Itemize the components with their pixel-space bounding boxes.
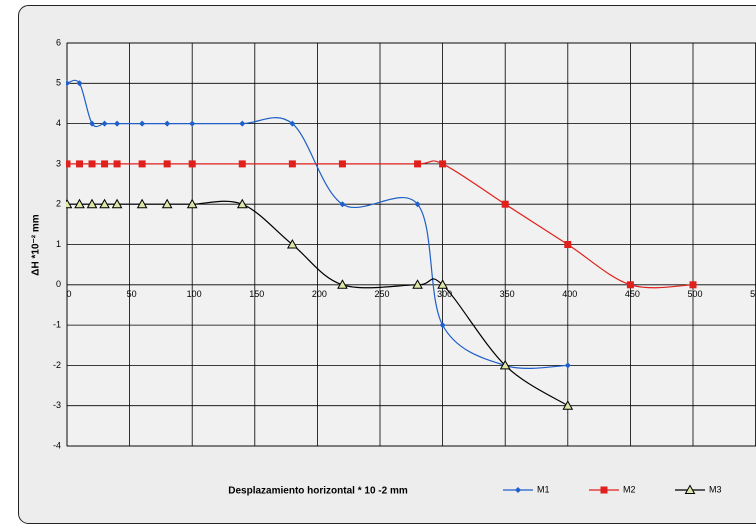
marker [414,201,421,208]
marker [562,400,574,410]
marker [287,238,298,249]
marker [88,160,96,168]
marker [437,279,448,289]
marker [101,160,109,168]
marker [626,281,634,289]
marker [66,198,73,209]
x-tick-label: 500 [687,289,702,299]
marker [113,160,121,168]
x-tick-label: 300 [437,289,452,299]
marker [339,201,346,208]
marker [236,198,248,209]
x-tick-label: 200 [312,289,327,299]
marker [412,279,423,289]
marker [138,160,146,168]
marker [139,120,146,127]
y-tick-label: 5 [56,78,61,88]
y-tick-label: 2 [56,199,61,209]
marker [161,198,173,209]
x-tick-label: 350 [500,289,515,299]
marker [76,80,83,87]
marker [111,198,123,209]
marker [439,160,447,168]
y-tick-label: -3 [53,400,61,410]
marker [564,362,571,369]
marker [189,120,196,127]
legend-label: M1 [537,484,550,494]
x-tick-label: 50 [127,289,137,299]
marker [86,198,98,209]
marker [66,80,70,87]
marker [99,198,110,209]
marker [76,160,84,168]
x-tick-label: 0 [66,289,71,299]
x-axis-label: Desplazamiento horizontal * 10 -2 mm [228,486,408,497]
y-tick-label: -2 [53,360,61,370]
marker [66,160,71,168]
y-tick-label: 3 [56,158,61,168]
marker [239,120,246,127]
x-tick-label: 400 [562,289,577,299]
marker [114,120,121,127]
marker [186,198,198,209]
marker [337,279,348,289]
y-tick-label: 4 [56,118,61,128]
y-tick-label: -4 [53,440,61,450]
marker [499,359,511,370]
marker [600,486,608,494]
y-tick-label: 0 [56,279,61,289]
y-tick-label: 1 [56,239,61,249]
marker [414,160,422,168]
marker [136,198,148,209]
marker [164,120,171,127]
x-tick-label: 450 [625,289,640,299]
marker [289,120,296,127]
marker [439,322,446,329]
y-tick-label: 6 [56,37,61,47]
marker [238,160,246,168]
marker [689,281,697,289]
y-axis-label: ΔH *10⁻² mm [31,214,42,275]
marker [684,484,696,494]
marker [163,160,171,168]
marker [74,198,85,209]
series-line [66,79,568,369]
x-tick-label: 250 [374,289,389,299]
marker [288,160,296,168]
legend-label: M3 [709,484,722,494]
x-tick-label: 100 [187,289,202,299]
marker [501,200,509,208]
marker [338,160,346,168]
y-tick-label: -1 [53,319,61,329]
marker [101,120,108,127]
marker [89,120,96,127]
marker [188,160,196,168]
x-tick-label: 150 [249,289,264,299]
legend-label: M2 [623,484,636,494]
x-tick-label: 550 [750,289,756,299]
marker [515,487,521,493]
marker [564,241,572,248]
